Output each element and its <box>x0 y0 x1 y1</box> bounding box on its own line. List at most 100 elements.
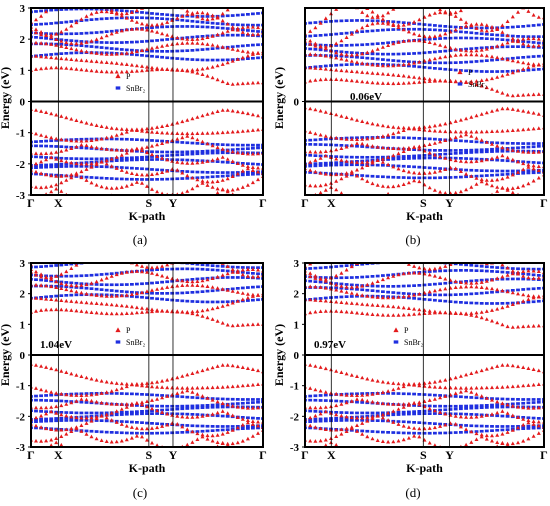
snbr2-marker <box>521 142 526 145</box>
p-marker <box>375 15 380 19</box>
p-marker <box>256 151 260 156</box>
p-marker <box>245 25 250 29</box>
p-marker <box>84 40 89 44</box>
snbr2-marker <box>422 176 427 180</box>
p-marker <box>495 440 500 444</box>
p-marker <box>230 59 235 63</box>
p-marker <box>109 274 114 278</box>
p-marker <box>89 68 94 73</box>
snbr2-marker <box>114 41 119 44</box>
p-marker <box>376 452 380 456</box>
p-marker <box>464 159 469 164</box>
p-marker <box>104 415 109 420</box>
p-marker <box>39 222 43 226</box>
p-marker <box>360 10 365 14</box>
snbr2-marker <box>339 295 344 299</box>
snbr2-marker <box>479 140 484 144</box>
p-marker <box>386 411 391 415</box>
p-marker <box>490 109 494 113</box>
p-marker <box>427 40 432 44</box>
p-marker <box>370 303 375 307</box>
snbr2-marker <box>140 158 144 161</box>
p-marker <box>160 286 165 290</box>
p-marker <box>453 158 458 163</box>
p-marker <box>505 92 510 97</box>
p-marker <box>44 405 49 410</box>
snbr2-marker <box>69 285 74 289</box>
p-marker <box>531 166 536 171</box>
snbr2-marker <box>235 287 240 290</box>
snbr2-marker <box>459 69 463 72</box>
p-marker <box>505 402 510 407</box>
snbr2-marker <box>443 49 448 53</box>
p-marker <box>59 286 64 290</box>
snbr2-marker <box>360 419 365 422</box>
snbr2-marker <box>235 23 240 27</box>
snbr2-marker <box>210 300 215 304</box>
snbr2-marker <box>256 146 260 150</box>
snbr2-marker <box>453 152 458 155</box>
snbr2-marker <box>39 155 43 159</box>
snbr2-marker <box>500 169 505 173</box>
p-marker <box>448 392 453 397</box>
y-tick-label: 0 <box>20 350 26 362</box>
p-marker <box>350 234 354 238</box>
snbr2-marker <box>246 427 250 430</box>
snbr2-marker <box>443 152 448 156</box>
p-marker <box>59 298 64 302</box>
p-marker <box>521 67 526 71</box>
y-axis-label: Energy (eV) <box>272 67 286 129</box>
snbr2-marker <box>54 251 58 254</box>
snbr2-marker <box>49 264 54 268</box>
snbr2-marker <box>500 428 505 432</box>
snbr2-marker <box>469 148 474 152</box>
p-marker <box>99 301 104 306</box>
snbr2-marker <box>495 302 500 305</box>
p-marker <box>39 133 44 137</box>
p-marker <box>313 25 318 30</box>
p-marker <box>180 454 184 458</box>
p-marker <box>175 131 180 135</box>
snbr2-marker <box>215 58 220 62</box>
snbr2-marker <box>200 142 205 145</box>
snbr2-marker <box>145 409 149 413</box>
p-marker <box>370 436 375 441</box>
snbr2-marker <box>474 157 479 161</box>
p-marker <box>155 171 160 176</box>
p-marker <box>235 290 240 294</box>
p-marker <box>484 85 489 90</box>
snbr2-marker <box>59 416 64 420</box>
p-marker <box>370 21 375 26</box>
snbr2-marker <box>246 173 250 176</box>
p-marker <box>235 384 240 388</box>
p-marker <box>427 289 432 294</box>
p-marker <box>406 403 411 407</box>
p-marker <box>423 248 427 252</box>
snbr2-marker <box>150 26 154 29</box>
snbr2-marker <box>130 283 134 286</box>
kpoint-label: Y <box>169 448 178 462</box>
snbr2-marker <box>521 267 526 271</box>
p-marker <box>526 366 531 370</box>
p-marker <box>105 248 109 252</box>
p-marker <box>94 378 99 382</box>
snbr2-marker <box>99 283 104 286</box>
p-marker <box>454 452 458 456</box>
p-marker <box>323 405 328 409</box>
p-marker <box>323 286 328 290</box>
p-marker <box>510 186 515 190</box>
snbr2-marker <box>334 32 339 36</box>
p-marker <box>495 364 500 368</box>
p-marker <box>145 150 149 155</box>
snbr2-marker <box>235 33 240 37</box>
snbr2-marker <box>64 8 69 11</box>
snbr2-marker <box>313 398 318 402</box>
p-marker <box>349 159 354 164</box>
p-marker <box>500 220 504 224</box>
p-marker <box>140 64 144 68</box>
snbr2-marker <box>428 256 432 259</box>
snbr2-marker <box>240 401 245 405</box>
p-marker <box>114 409 119 413</box>
p-marker <box>104 135 109 140</box>
snbr2-marker <box>469 424 474 428</box>
